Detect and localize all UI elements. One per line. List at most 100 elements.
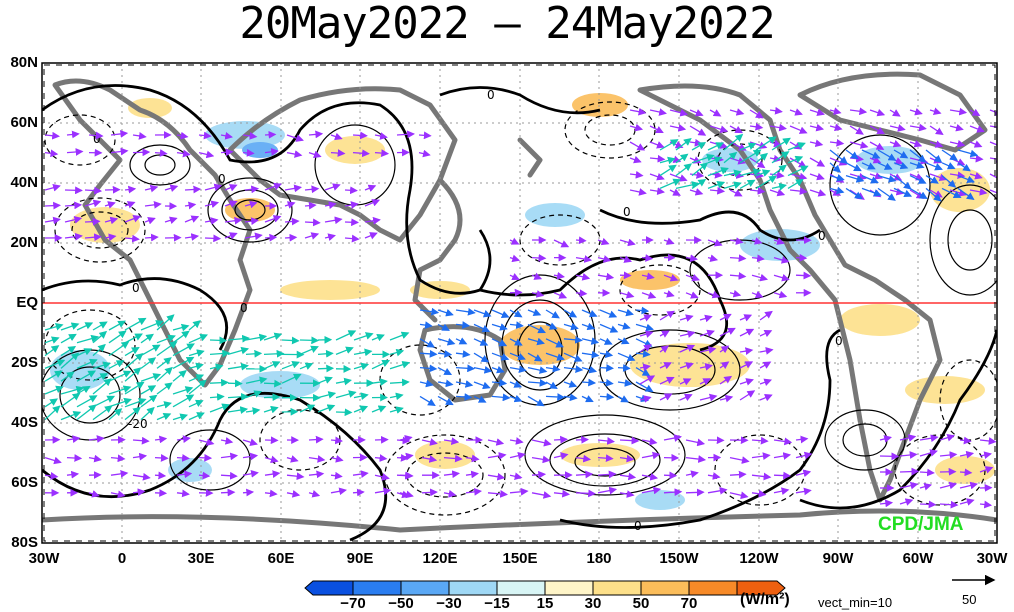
flux-vector (773, 487, 790, 496)
flux-vector (527, 379, 548, 387)
flux-vector (244, 217, 259, 226)
flux-vector (110, 470, 129, 478)
flux-vector (909, 149, 927, 163)
flux-vector (829, 107, 842, 115)
flux-vector (64, 232, 83, 241)
flux-vector (979, 466, 994, 474)
flux-vector (599, 392, 615, 401)
flux-vector (869, 172, 883, 180)
flux-vector (76, 322, 94, 331)
flux-vector (759, 347, 774, 355)
flux-vector (663, 290, 675, 298)
flux-vector (176, 435, 191, 443)
flux-vector (304, 201, 317, 210)
flux-vector (299, 336, 320, 345)
flux-vector (909, 139, 923, 148)
flux-vector (575, 255, 593, 263)
flux-vector (689, 109, 704, 117)
flux-vector (719, 327, 736, 337)
flux-vector (389, 378, 410, 387)
flux-vector (531, 290, 545, 298)
flux-vector (789, 172, 808, 181)
flux-vector (299, 362, 314, 370)
flux-vector (889, 109, 901, 117)
flux-vector (635, 323, 654, 332)
flux-vector (419, 321, 433, 329)
lat-label: 60N (10, 114, 38, 131)
flux-vector (619, 490, 635, 498)
flux-vector (76, 358, 98, 369)
flux-vector (723, 169, 742, 178)
flux-vector (172, 394, 195, 408)
flux-vector (787, 178, 804, 189)
flux-vector (773, 237, 785, 245)
flux-vector (124, 317, 147, 331)
flux-vector (723, 181, 742, 190)
flux-vector (619, 290, 635, 299)
flux-vector (88, 454, 102, 463)
flux-vector (919, 434, 939, 443)
flux-vector (769, 188, 786, 197)
flux-vector (869, 141, 885, 150)
flux-vector (286, 150, 303, 158)
flux-vector (739, 328, 755, 337)
lat-label: 40S (11, 414, 38, 431)
flux-vector (581, 350, 600, 359)
flux-vector (969, 154, 984, 163)
flux-vector (44, 405, 61, 421)
lat-label: 80S (11, 534, 38, 551)
flux-vector (124, 381, 145, 395)
flux-vector (242, 469, 259, 478)
flux-vector (877, 149, 897, 161)
flux-vector (204, 200, 220, 209)
flux-vector (227, 334, 250, 343)
flux-vector (509, 321, 524, 330)
flux-vector (132, 452, 148, 461)
flux-vector (699, 393, 718, 402)
flux-vector (795, 451, 813, 460)
flux-vector (396, 436, 411, 445)
flux-vector (899, 467, 920, 476)
flux-vector (869, 125, 886, 135)
flux-vector (176, 470, 193, 479)
flux-vector (771, 137, 791, 151)
colorbar-segment (496, 580, 546, 596)
flux-vector (209, 393, 225, 401)
flux-vector (44, 131, 60, 140)
flux-vector (531, 254, 547, 262)
flux-vector (619, 238, 636, 247)
flux-vector (531, 455, 551, 464)
lon-label: 90E (346, 550, 374, 567)
contour-label: 0 (835, 334, 843, 348)
lon-label: 60W (902, 550, 934, 567)
flux-vector (639, 363, 651, 372)
flux-vector (879, 452, 900, 461)
flux-vector (879, 499, 894, 508)
lat-label: 20N (10, 234, 38, 251)
flux-vector (371, 359, 391, 370)
flux-vector (124, 201, 136, 209)
flux-vector (685, 438, 706, 447)
flux-vector (659, 330, 670, 338)
flux-vector (374, 132, 388, 140)
flux-vector (140, 357, 157, 369)
flux-vector (389, 360, 411, 370)
flux-vector (957, 149, 979, 158)
flux-vector (389, 406, 404, 414)
flux-vector (659, 178, 682, 189)
flux-vector (60, 371, 75, 382)
flux-vector (124, 367, 142, 382)
flux-vector (308, 490, 321, 498)
flux-vector (140, 385, 157, 395)
flux-vector (769, 123, 787, 132)
contour-label: 0 (818, 229, 826, 243)
flux-vector (344, 234, 360, 243)
flux-vector (263, 405, 279, 414)
colorbar-label: −30 (436, 595, 462, 612)
colorbar-label: 70 (680, 595, 698, 612)
flux-vector (925, 175, 939, 184)
flux-vector (224, 232, 238, 240)
flux-vector (156, 341, 178, 357)
flux-vector (545, 338, 564, 348)
flux-vector (679, 393, 693, 402)
